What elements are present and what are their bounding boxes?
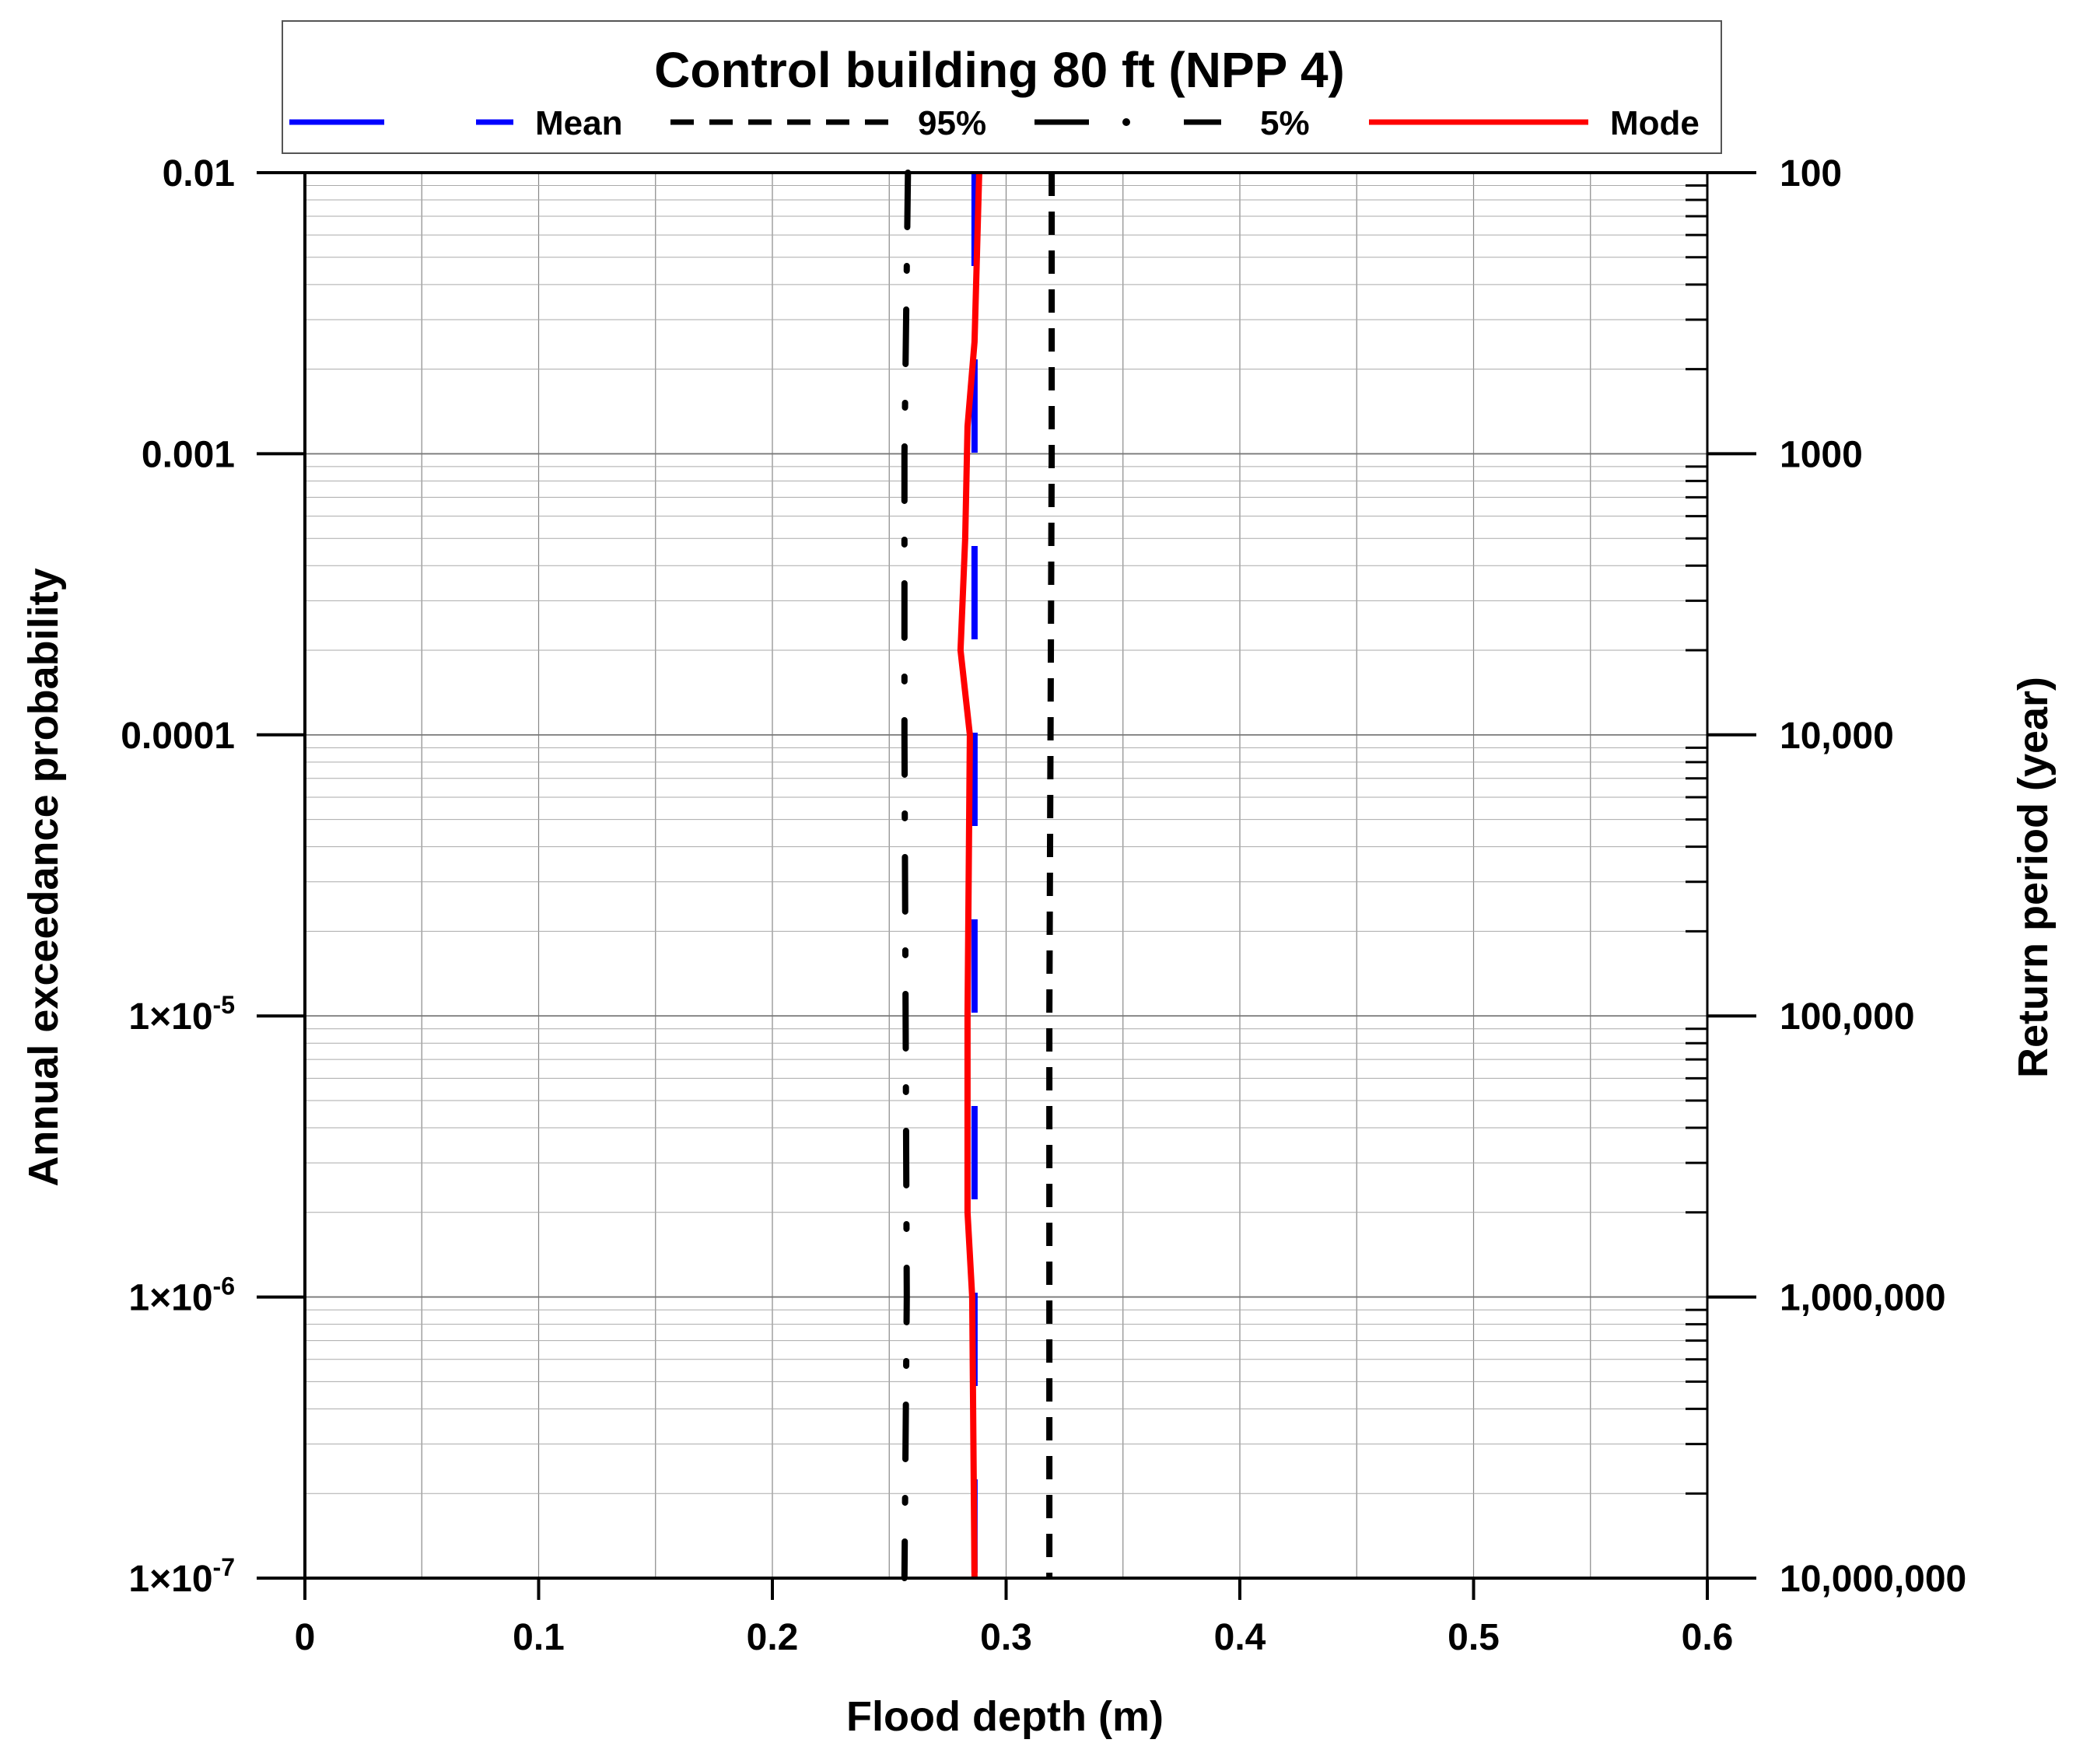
y-tick-label: 1×10-6 [128,1272,235,1319]
legend-swatch-5 [1034,118,1221,126]
legend-label-mean: Mean [535,104,622,142]
y-tick-label: 1×10-7 [128,1553,235,1600]
y2-tick-label: 100 [1780,153,1842,194]
ticks [257,171,1756,1600]
series-layer [901,170,1056,1581]
legend-label-95: 95% [918,104,986,142]
x-tick-label: 0.4 [1214,1617,1266,1658]
y-tick-label: 0.001 [142,434,235,475]
series-line-5pct [901,170,912,1581]
axes [257,171,1756,1580]
legend-label-mode: Mode [1610,104,1700,142]
y2-tick-label: 1,000,000 [1780,1278,1946,1319]
legend-label-5: 5% [1260,104,1310,142]
y2-tick-label: 1000 [1780,434,1863,475]
legend: Control building 80 ft (NPP 4) Mean 95% … [282,20,1722,154]
labels: Flood depth (m) Annual exceedance probab… [20,153,2057,1740]
x-tick-label: 0 [295,1617,316,1658]
x-tick-label: 0.6 [1682,1617,1734,1658]
x-tick-label: 0.3 [980,1617,1032,1658]
y-tick-label: 0.0001 [121,716,235,757]
chart-title: Control building 80 ft (NPP 4) [654,42,1345,98]
x-tick-label: 0.1 [513,1617,565,1658]
y2-tick-label: 100,000 [1780,996,1915,1038]
x-axis-title: Flood depth (m) [846,1693,1164,1740]
x-tick-label: 0.2 [747,1617,799,1658]
y2-tick-label: 10,000 [1780,716,1894,757]
x-tick-label: 0.5 [1448,1617,1500,1658]
y-tick-label: 0.01 [163,153,235,194]
y2-tick-label: 10,000,000 [1780,1559,1966,1600]
grid [304,172,1708,1579]
legend-box [282,20,1722,154]
y2-axis-title: Return period (year) [2010,677,2057,1078]
y-axis-title: Annual exceedance probability [20,568,67,1186]
series-line-mode [957,172,982,1579]
series-line-95pct [1046,173,1056,1578]
y-tick-label: 1×10-5 [128,991,235,1038]
